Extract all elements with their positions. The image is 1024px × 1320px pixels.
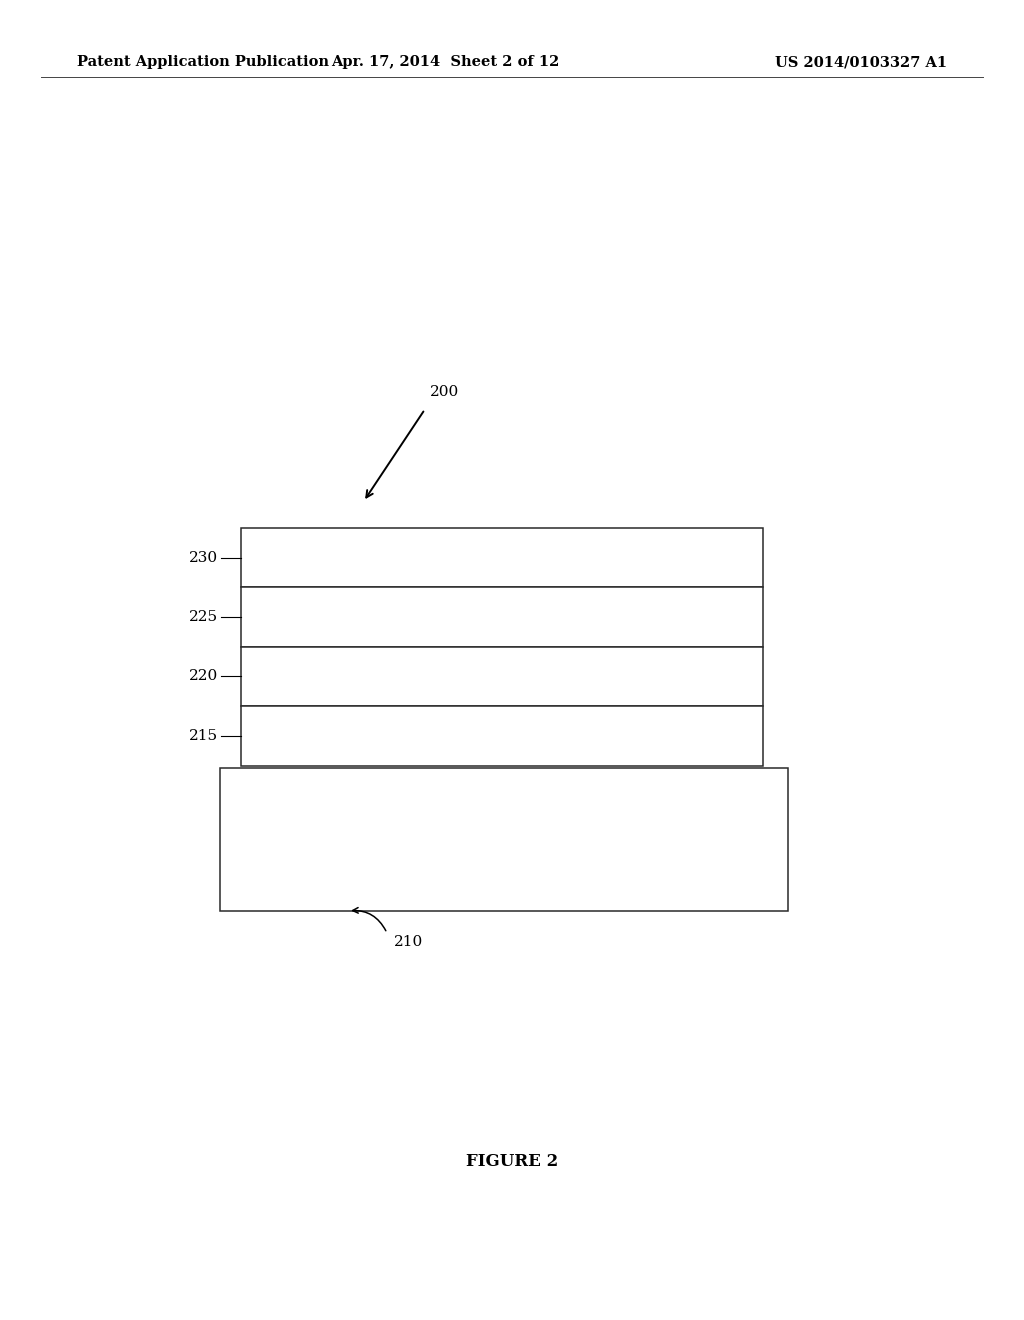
Text: 225: 225 bbox=[189, 610, 218, 624]
Bar bbox=[241, 528, 763, 587]
Text: FIGURE 2: FIGURE 2 bbox=[466, 1154, 558, 1170]
Text: Apr. 17, 2014  Sheet 2 of 12: Apr. 17, 2014 Sheet 2 of 12 bbox=[331, 55, 560, 69]
Bar bbox=[241, 647, 763, 706]
Text: 215: 215 bbox=[189, 729, 218, 743]
Text: 210: 210 bbox=[394, 935, 424, 949]
Bar bbox=[241, 706, 763, 766]
Text: US 2014/0103327 A1: US 2014/0103327 A1 bbox=[775, 55, 947, 69]
Text: 200: 200 bbox=[430, 384, 460, 399]
Bar bbox=[241, 587, 763, 647]
Text: 230: 230 bbox=[189, 550, 218, 565]
Text: 220: 220 bbox=[188, 669, 218, 684]
Text: Patent Application Publication: Patent Application Publication bbox=[77, 55, 329, 69]
Bar bbox=[220, 768, 788, 911]
